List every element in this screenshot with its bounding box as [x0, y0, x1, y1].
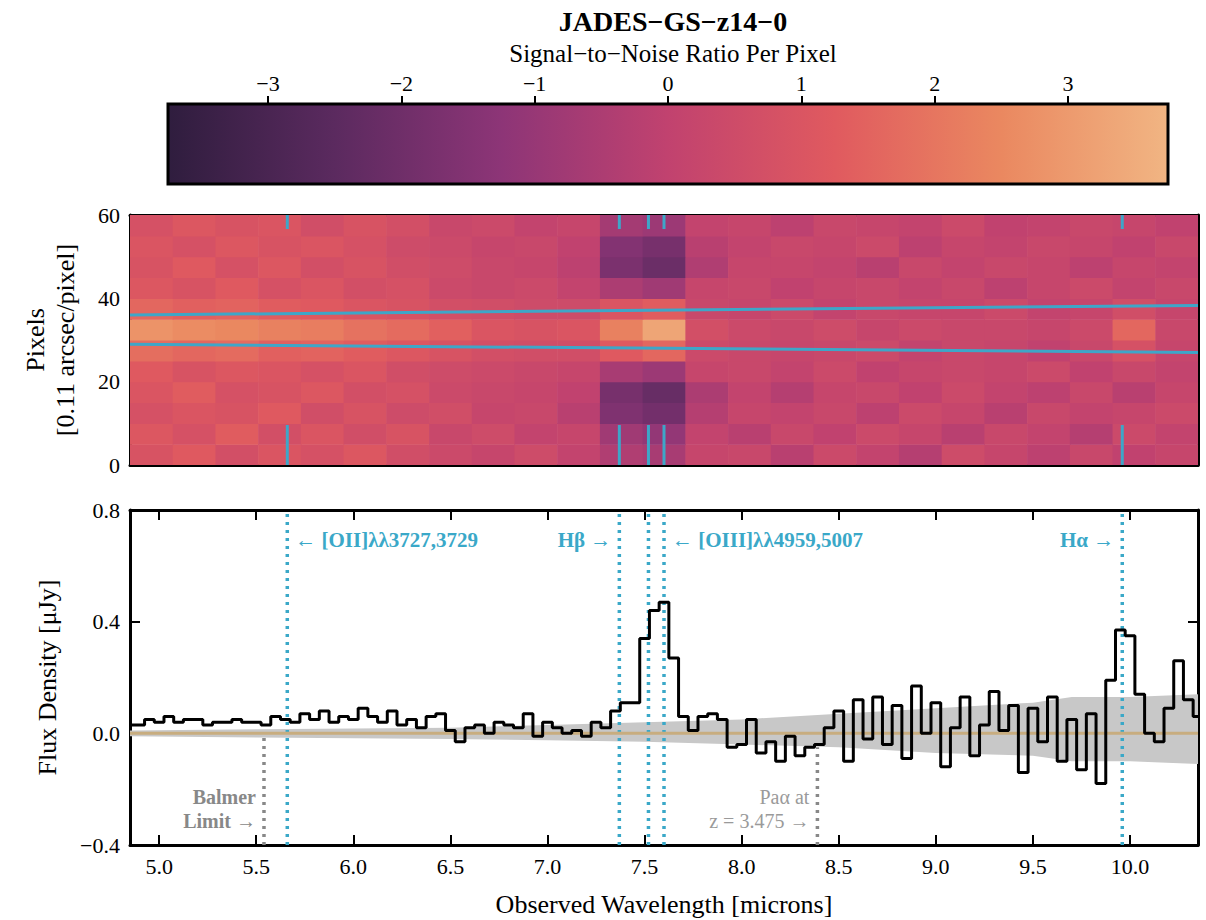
svg-text:9.0: 9.0 [922, 854, 950, 879]
svg-text:0.8: 0.8 [93, 498, 121, 523]
svg-text:← [OII]λλ3727,3729: ← [OII]λλ3727,3729 [295, 528, 478, 552]
svg-text:Hα →: Hα → [1060, 528, 1114, 552]
svg-text:Pixels: Pixels [21, 308, 50, 372]
svg-text:JADES−GS−z14−0: JADES−GS−z14−0 [559, 6, 787, 37]
svg-text:5.0: 5.0 [145, 854, 173, 879]
svg-text:−1: −1 [523, 71, 546, 96]
svg-text:3: 3 [1063, 71, 1074, 96]
svg-text:Balmer: Balmer [193, 786, 256, 808]
svg-text:9.5: 9.5 [1019, 854, 1047, 879]
svg-text:0.4: 0.4 [93, 609, 121, 634]
svg-text:7.0: 7.0 [534, 854, 562, 879]
svg-text:−3: −3 [256, 71, 279, 96]
svg-text:6.5: 6.5 [437, 854, 465, 879]
svg-text:8.0: 8.0 [728, 854, 756, 879]
svg-text:−0.4: −0.4 [80, 833, 120, 858]
svg-text:0: 0 [109, 453, 120, 478]
svg-text:20: 20 [98, 369, 120, 394]
svg-text:Hβ →: Hβ → [558, 528, 612, 552]
svg-text:6.0: 6.0 [340, 854, 368, 879]
svg-text:z = 3.475 →: z = 3.475 → [709, 810, 809, 832]
svg-text:1: 1 [796, 71, 807, 96]
svg-text:0.0: 0.0 [93, 721, 121, 746]
svg-text:60: 60 [98, 203, 120, 228]
svg-text:Paα at: Paα at [759, 786, 809, 808]
svg-text:40: 40 [98, 286, 120, 311]
svg-text:8.5: 8.5 [825, 854, 853, 879]
svg-text:−2: −2 [390, 71, 413, 96]
svg-text:7.5: 7.5 [631, 854, 659, 879]
svg-text:Flux Density [μJy]: Flux Density [μJy] [33, 580, 62, 776]
svg-text:5.5: 5.5 [242, 854, 270, 879]
svg-text:← [OIII]λλ4959,5007: ← [OIII]λλ4959,5007 [672, 528, 863, 552]
svg-text:2: 2 [929, 71, 940, 96]
svg-text:Observed Wavelength [microns]: Observed Wavelength [microns] [496, 890, 833, 919]
svg-text:10.0: 10.0 [1111, 854, 1150, 879]
svg-text:[0.11 arcsec/pixel]: [0.11 arcsec/pixel] [51, 244, 80, 437]
svg-text:0: 0 [663, 71, 674, 96]
svg-text:Limit →: Limit → [183, 810, 256, 832]
svg-text:Signal−to−Noise Ratio Per Pixe: Signal−to−Noise Ratio Per Pixel [509, 40, 837, 67]
